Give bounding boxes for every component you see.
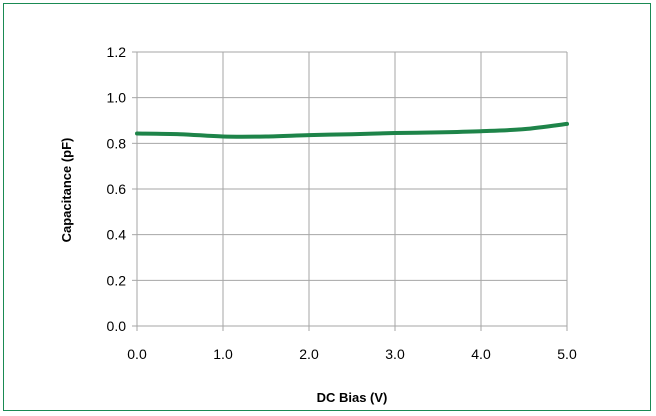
x-tick-label: 0.0	[127, 346, 147, 362]
y-tick-label: 1.2	[107, 44, 127, 60]
y-tick-label: 1.0	[107, 90, 127, 106]
y-axis-title: Capacitance (pF)	[59, 138, 74, 243]
grid-layer	[132, 51, 568, 331]
x-tick-label: 3.0	[385, 346, 405, 362]
y-tick-label: 0.2	[107, 272, 127, 288]
y-tick-label: 0.4	[107, 227, 127, 243]
x-tick-label: 4.0	[471, 346, 491, 362]
chart-frame	[3, 3, 651, 411]
x-axis-title: DC Bias (V)	[317, 390, 388, 405]
x-tick-label: 1.0	[213, 346, 233, 362]
y-tick-label: 0.0	[107, 318, 127, 334]
x-tick-label: 5.0	[557, 346, 577, 362]
x-tick-label: 2.0	[299, 346, 319, 362]
series-line-0	[135, 121, 569, 139]
series-layer	[135, 121, 569, 139]
y-tick-label: 0.8	[107, 135, 127, 151]
tick-labels: 0.0 0.2 0.4 0.6 0.8 1.0 1.2 0.0 1.0 2.0 3.0 4.0 5.0	[107, 44, 577, 362]
y-tick-label: 0.6	[107, 181, 127, 197]
